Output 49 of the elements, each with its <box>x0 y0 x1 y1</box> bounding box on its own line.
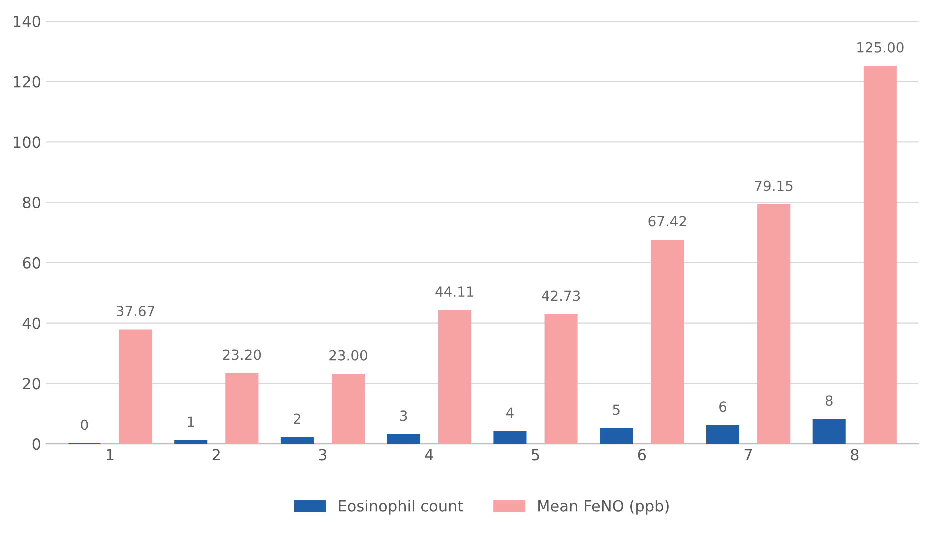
data-label: 125.00 <box>858 42 904 53</box>
bar <box>226 373 259 444</box>
bar <box>494 431 527 444</box>
bar <box>544 314 578 444</box>
x-tick-label: 5 <box>532 449 540 461</box>
y-tick-label: 100 <box>14 136 41 148</box>
y-tick-label: 140 <box>14 16 41 28</box>
data-label: 3 <box>400 410 408 422</box>
y-tick-label: 0 <box>32 438 41 450</box>
data-label: 0 <box>81 420 88 430</box>
bar <box>332 374 366 444</box>
data-label: 1 <box>188 416 194 428</box>
x-tick-label: 6 <box>638 449 646 461</box>
bar <box>438 310 472 444</box>
bar <box>119 330 152 444</box>
bar <box>387 434 420 444</box>
data-label: 8 <box>826 396 833 406</box>
bar <box>758 204 791 444</box>
data-label: 5 <box>613 404 620 416</box>
y-tick-label: 40 <box>22 318 41 330</box>
y-tick-label: 80 <box>23 197 41 209</box>
data-label: 23.20 <box>223 350 262 360</box>
data-label: 42.73 <box>542 290 580 302</box>
bar <box>864 66 897 444</box>
x-tick-label: 4 <box>425 449 434 461</box>
data-label: 4 <box>506 408 514 418</box>
data-label: 6 <box>720 402 727 412</box>
data-label: 79.15 <box>755 180 793 192</box>
bar <box>812 419 846 444</box>
legend-label: Mean FeNO (ppb) <box>538 500 669 515</box>
data-label: 37.67 <box>116 306 154 317</box>
data-label: 23.00 <box>330 350 368 361</box>
bar <box>174 440 208 444</box>
y-tick-label: 20 <box>23 378 41 390</box>
x-tick-label: 8 <box>851 449 859 461</box>
data-label: 67.42 <box>648 216 686 227</box>
x-tick-label: 2 <box>212 449 220 461</box>
x-tick-label: 1 <box>107 449 114 461</box>
y-tick-label: 60 <box>23 257 41 269</box>
x-tick-label: 7 <box>744 449 752 461</box>
y-tick-label: 120 <box>14 76 41 88</box>
x-tick-label: 3 <box>319 449 327 461</box>
bar <box>280 437 314 444</box>
data-label: 44.11 <box>436 286 474 297</box>
legend-label: Eosinophil count <box>339 500 464 515</box>
bar <box>651 240 684 444</box>
bar <box>706 425 740 444</box>
data-label: 2 <box>294 414 300 424</box>
bar <box>600 428 634 444</box>
